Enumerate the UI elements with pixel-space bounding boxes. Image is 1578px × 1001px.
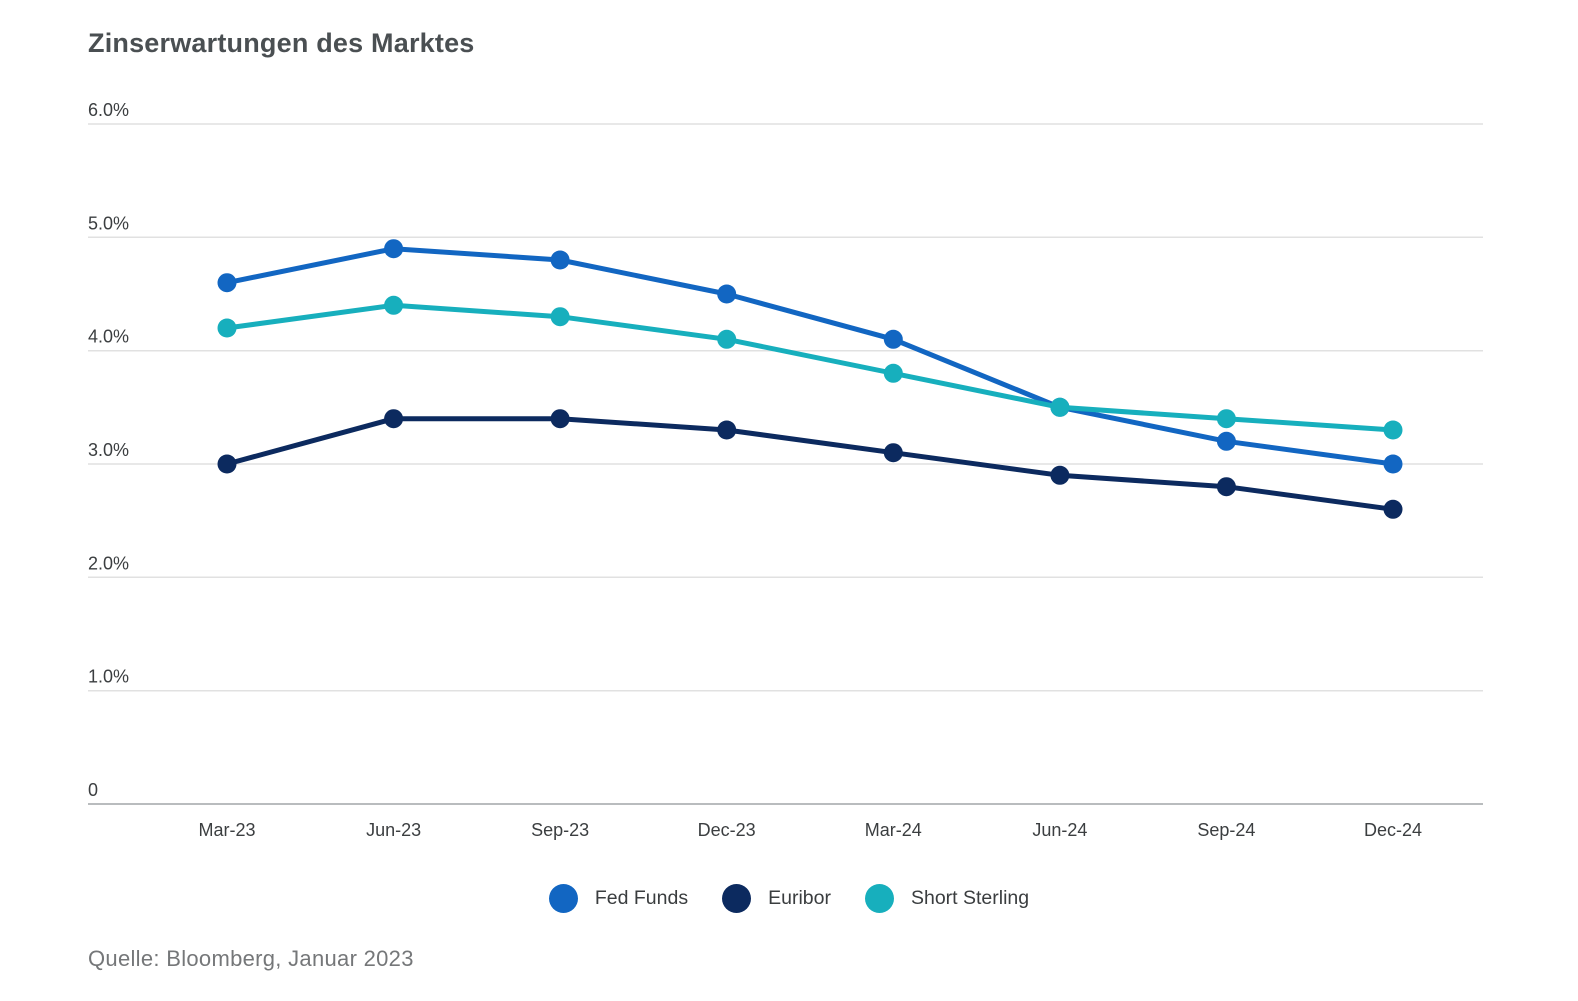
fed-funds-dot-icon (548, 884, 578, 913)
data-point-short-sterling (384, 295, 404, 315)
series-line-short-sterling (224, 302, 1396, 433)
data-point-euribor (217, 454, 237, 474)
y-tick-label: 2.0% (88, 553, 129, 573)
x-tick-label: Sep-23 (531, 820, 589, 840)
euribor-dot-icon (722, 884, 752, 913)
data-point-euribor (717, 420, 737, 440)
short-sterling-dot-icon (864, 884, 894, 913)
x-tick-label: Jun-23 (366, 820, 421, 840)
data-point-short-sterling (883, 363, 903, 383)
y-tick-label: 1.0% (88, 667, 129, 687)
y-tick-label: 4.0% (88, 327, 129, 347)
data-point-short-sterling (217, 318, 237, 338)
data-point-fed-funds (883, 329, 903, 349)
series-line-fed-funds (224, 246, 1396, 467)
data-point-fed-funds (217, 273, 237, 293)
x-tick-label: Mar-23 (198, 820, 255, 840)
legend-item-euribor: Euribor (722, 884, 831, 913)
x-tick-label: Dec-23 (698, 820, 756, 840)
x-tick-label: Dec-24 (1364, 820, 1422, 840)
y-tick-label: 0 (88, 780, 98, 800)
legend-label-short-sterling: Short Sterling (910, 887, 1030, 909)
data-point-euribor (550, 409, 570, 429)
legend-item-short-sterling: Short Sterling (864, 884, 1030, 913)
series-line-euribor (224, 416, 1396, 512)
source-note: Quelle: Bloomberg, Januar 2023 (88, 946, 414, 971)
data-point-short-sterling (550, 307, 570, 327)
chart-legend: Fed Funds Euribor Short Sterling (0, 884, 1578, 913)
data-point-short-sterling (1050, 397, 1070, 417)
y-tick-label: 3.0% (88, 440, 129, 460)
data-point-euribor (1216, 477, 1236, 497)
data-point-fed-funds (1216, 431, 1236, 451)
x-tick-label: Jun-24 (1032, 820, 1087, 840)
data-point-euribor (1383, 499, 1403, 519)
x-tick-label: Mar-24 (865, 820, 922, 840)
legend-label-fed-funds: Fed Funds (594, 887, 689, 909)
data-point-euribor (384, 409, 404, 429)
data-point-short-sterling (717, 329, 737, 349)
legend-label-euribor: Euribor (768, 887, 831, 909)
data-point-fed-funds (384, 239, 404, 259)
chart-title: Zinserwartungen des Marktes (88, 28, 475, 58)
y-tick-label: 6.0% (88, 100, 129, 120)
y-tick-label: 5.0% (88, 213, 129, 233)
data-point-short-sterling (1383, 420, 1403, 440)
x-tick-label: Sep-24 (1197, 820, 1255, 840)
data-point-fed-funds (550, 250, 570, 270)
legend-item-fed-funds: Fed Funds (548, 884, 689, 913)
data-point-euribor (1050, 465, 1070, 485)
data-point-fed-funds (1383, 454, 1403, 474)
data-point-short-sterling (1216, 409, 1236, 429)
data-point-fed-funds (717, 284, 737, 304)
data-point-euribor (883, 443, 903, 463)
